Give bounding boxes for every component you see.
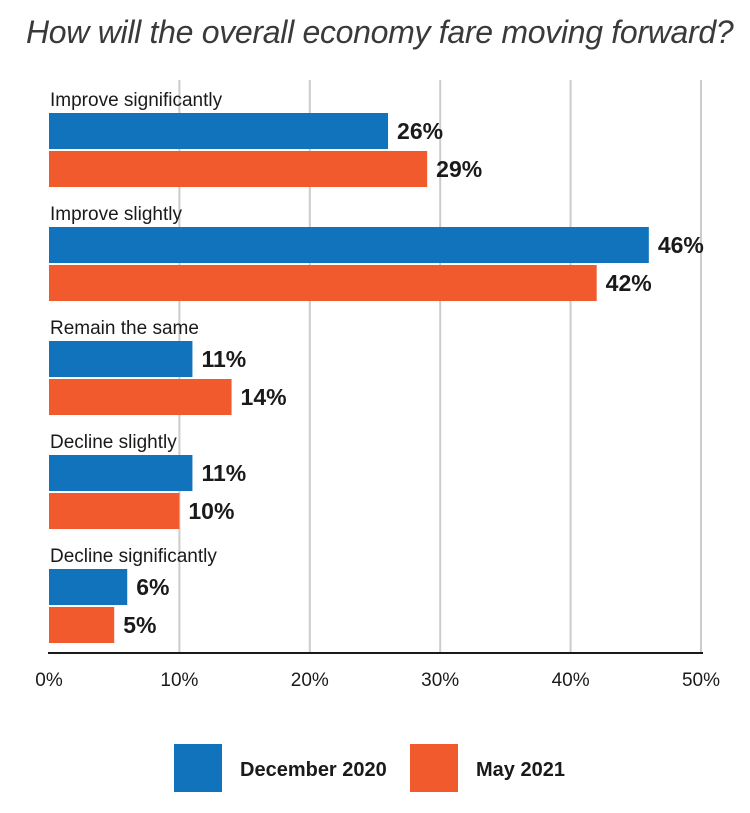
- bars: [49, 113, 649, 643]
- bar-remain-the-same-series-1: [49, 341, 193, 377]
- x-tick-label-0pct: 0%: [35, 670, 63, 691]
- category-label-improve-significantly: Improve significantly: [50, 90, 223, 111]
- bar-improve-slightly-series-1: [49, 227, 649, 263]
- legend-label-series-2: May 2021: [476, 759, 565, 781]
- x-tick-label-20pct: 20%: [291, 670, 329, 691]
- bar-decline-significantly-series-1: [49, 569, 128, 605]
- labels: Improve significantly 26% 29% Improve sligh…: [50, 90, 704, 638]
- bar-decline-significantly-series-2: [49, 607, 115, 643]
- bar-improve-significantly-series-2: [49, 151, 428, 187]
- value-label-decline-significantly-series-1: 6%: [136, 574, 169, 600]
- category-label-remain-the-same: Remain the same: [50, 318, 199, 339]
- x-tick-label-50pct: 50%: [682, 670, 720, 691]
- value-label-improve-slightly-series-2: 42%: [606, 270, 652, 296]
- value-label-decline-significantly-series-2: 5%: [123, 612, 156, 638]
- value-label-decline-slightly-series-1: 11%: [201, 460, 246, 486]
- x-axis: 0% 10% 20% 30% 40% 50%: [35, 652, 720, 691]
- bar-improve-slightly-series-2: [49, 265, 597, 301]
- x-tick-label-40pct: 40%: [552, 670, 590, 691]
- x-tick-label-10pct: 10%: [160, 670, 198, 691]
- legend: December 2020 May 2021: [174, 744, 565, 792]
- legend-label-series-1: December 2020: [240, 759, 387, 781]
- bar-remain-the-same-series-2: [49, 379, 232, 415]
- category-label-decline-significantly: Decline significantly: [50, 546, 217, 567]
- bar-improve-significantly-series-1: [49, 113, 389, 149]
- category-label-improve-slightly: Improve slightly: [50, 204, 182, 225]
- legend-swatch-series-1: [174, 744, 222, 792]
- bar-decline-slightly-series-2: [49, 493, 180, 529]
- value-label-decline-slightly-series-2: 10%: [188, 498, 234, 524]
- value-label-improve-slightly-series-1: 46%: [658, 232, 704, 258]
- x-tick-label-30pct: 30%: [421, 670, 459, 691]
- value-label-improve-significantly-series-2: 29%: [436, 156, 482, 182]
- chart-title: How will the overall economy fare moving…: [26, 14, 734, 50]
- value-label-improve-significantly-series-1: 26%: [397, 118, 443, 144]
- legend-swatch-series-2: [410, 744, 458, 792]
- category-label-decline-slightly: Decline slightly: [50, 432, 177, 453]
- bar-decline-slightly-series-1: [49, 455, 193, 491]
- value-label-remain-the-same-series-1: 11%: [201, 346, 246, 372]
- value-label-remain-the-same-series-2: 14%: [241, 384, 287, 410]
